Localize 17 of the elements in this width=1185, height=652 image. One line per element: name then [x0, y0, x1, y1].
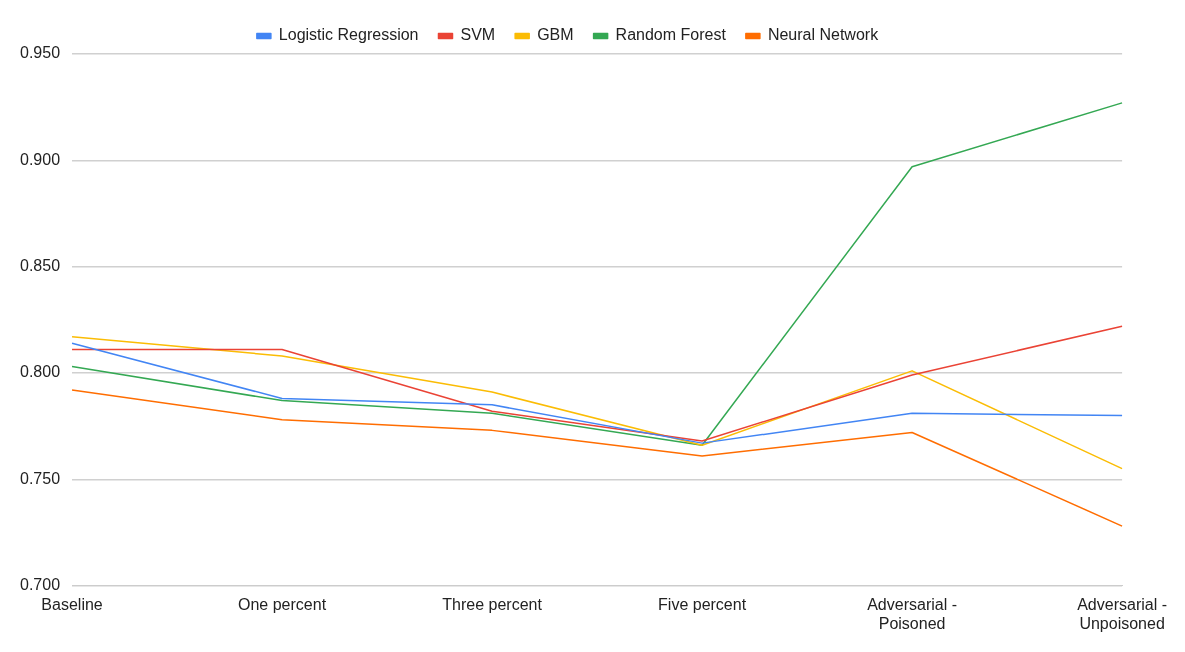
legend-label: Logistic Regression: [278, 26, 419, 44]
legend-label: Neural Network: [767, 26, 880, 44]
legend-label: GBM: [537, 26, 574, 44]
x-tick-label: Adversarial - Unpoisoned: [1077, 595, 1167, 632]
x-tick-label: Three percent: [442, 595, 543, 613]
y-tick-label: 0.900: [19, 150, 61, 168]
y-tick-label: 0.700: [19, 576, 61, 594]
legend-label: SVM: [460, 26, 496, 44]
y-tick-label: 0.750: [19, 469, 61, 487]
x-tick-label: Baseline: [41, 595, 103, 613]
y-tick-label: 0.800: [19, 363, 61, 381]
y-tick-label: 0.950: [19, 44, 61, 62]
legend-label: Random Forest: [615, 26, 727, 44]
x-tick-label: One percent: [238, 595, 327, 613]
x-tick-label: Five percent: [658, 595, 747, 613]
x-tick-label: Adversarial - Poisoned: [867, 595, 957, 632]
y-tick-label: 0.850: [19, 257, 61, 275]
